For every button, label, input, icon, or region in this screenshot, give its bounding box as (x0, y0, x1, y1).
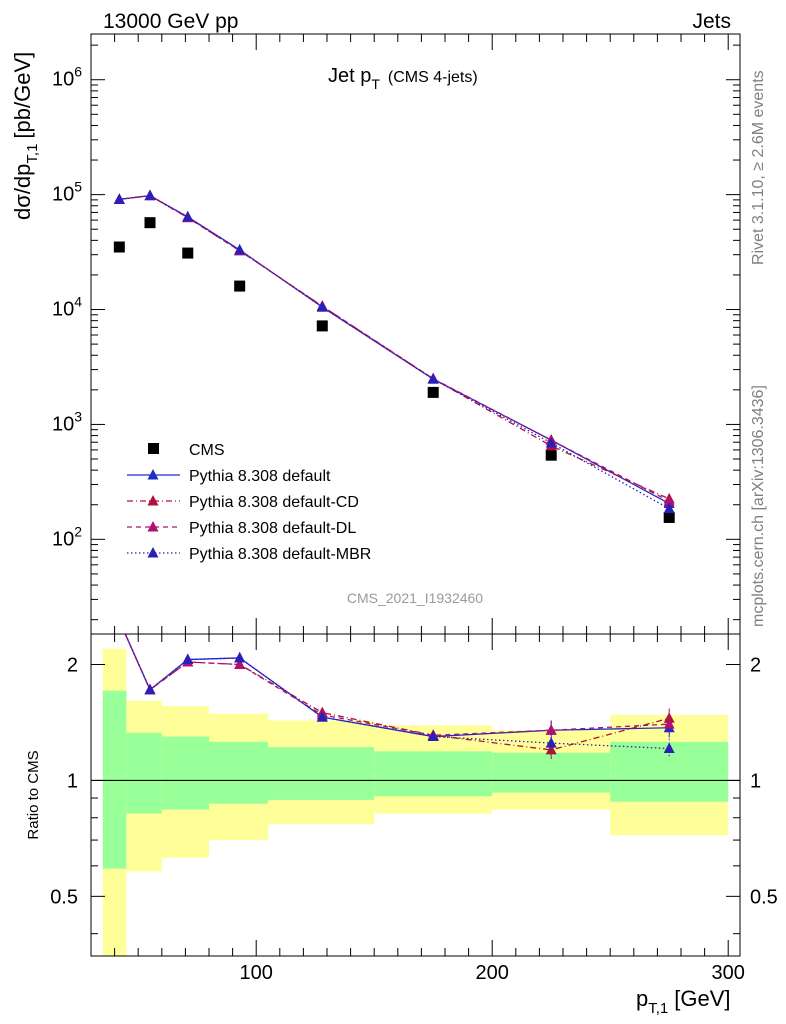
legend-marker (147, 521, 159, 532)
ratio-ylabel: Ratio to CMS (25, 750, 42, 839)
legend-label: CMS (189, 442, 225, 459)
cms-point (113, 241, 125, 253)
legend-marker (147, 547, 159, 558)
ratio-ytick-label-right: 0.5 (750, 886, 778, 908)
ratio-xlabel: pT,1 [GeV] (636, 986, 731, 1017)
ratio-point (114, 615, 125, 626)
ratio-point (545, 743, 557, 755)
ratio-frame (90, 633, 741, 957)
ratio-ytick-label-left: 0.5 (50, 886, 78, 908)
ratio-series-group (114, 615, 675, 760)
main-ytick-label: 106 (52, 64, 82, 91)
ratio-xtick-label: 300 (712, 962, 745, 984)
uncertainty-band-stat (209, 741, 268, 804)
legend-item: Pythia 8.308 default-DL (127, 520, 356, 537)
main-ytick-label: 105 (52, 179, 82, 206)
uncertainty-band-stat (374, 751, 493, 797)
main-ytick-label: 104 (52, 294, 82, 321)
cms-point (144, 217, 156, 229)
series-line (119, 194, 670, 502)
ratio-point (545, 724, 557, 735)
ratio-point (545, 737, 557, 748)
legend-label: Pythia 8.308 default-DL (189, 520, 356, 537)
legend-label: Pythia 8.308 default (189, 468, 331, 485)
cms-point (663, 511, 675, 523)
series-line (119, 194, 670, 510)
series-4 (113, 189, 675, 514)
uncertainty-band-stat (268, 747, 375, 800)
ratio-point (663, 718, 675, 729)
mcplots-label: mcplots.cern.ch [arXiv:1306.3436] (750, 385, 767, 627)
series-point (144, 189, 156, 201)
ratio-ytick-label-right: 1 (750, 770, 761, 792)
main-title: Jet pT (CMS 4-jets) (328, 65, 478, 92)
series-line (119, 194, 670, 500)
main-ytick-label: 102 (52, 523, 82, 550)
main-ytick-label: 103 (52, 408, 82, 435)
ratio-point (234, 658, 246, 669)
main-ylabel: dσ/dpT,1[pb/GeV] (10, 52, 41, 220)
ratio-xtick-label: 100 (240, 962, 273, 984)
series-point (113, 193, 125, 204)
ratio-point (427, 730, 439, 742)
cms-point (234, 280, 246, 292)
series-point (234, 243, 246, 255)
main-frame (90, 33, 741, 635)
series-0 (113, 217, 675, 523)
cms-point (427, 386, 439, 398)
legend-marker (147, 469, 159, 480)
cms-point (316, 320, 328, 332)
ratio-series-3 (114, 615, 675, 759)
legend-label: Pythia 8.308 default-CD (189, 494, 359, 511)
legend-item: Pythia 8.308 default-MBR (127, 546, 371, 563)
series-point (663, 495, 675, 506)
uncertainty-band-stat (492, 752, 611, 793)
legend-item: Pythia 8.308 default-CD (127, 494, 359, 511)
main-panel: 102 103 104 105 106 Jet pT (CMS 4-jets) CMS_2… (10, 33, 741, 635)
uncertainty-band-stat (102, 690, 127, 869)
ratio-point (234, 651, 246, 663)
cms-point (182, 247, 194, 259)
uncertainty-band-stat (126, 732, 162, 814)
series-1 (113, 189, 675, 509)
rivet-label: Rivet 3.1.10, ≥ 2.6M events (750, 70, 767, 265)
series-point (545, 436, 557, 448)
cms-point (545, 449, 557, 461)
header-left: 13000 GeV pp (103, 10, 238, 33)
ratio-line (124, 634, 670, 736)
ratio-xtick-label: 200 (476, 962, 509, 984)
series-point (182, 210, 194, 222)
ratio-line (124, 634, 670, 750)
uncertainty-band-stat (161, 736, 209, 810)
ratio-point (114, 615, 125, 626)
ratio-ytick-label-right: 2 (750, 654, 761, 676)
legend-item: Pythia 8.308 default (127, 468, 331, 485)
legend-item: CMS (148, 442, 225, 459)
legend-marker (147, 495, 159, 506)
series-point (316, 301, 328, 312)
header-right: Jets (692, 10, 731, 33)
ratio-point (663, 742, 675, 754)
ratio-point (114, 615, 125, 626)
ratio-point (182, 653, 194, 665)
ratio-panel: 0.5 0.5 1 1 2 2 100 200 300 Ratio to CMS pT,1 [Ge… (25, 615, 778, 1017)
legend: CMS Pythia 8.308 default Pythia 8.308 defa… (127, 442, 371, 563)
ratio-ytick-label-left: 2 (67, 654, 78, 676)
legend-label: Pythia 8.308 default-MBR (189, 546, 371, 563)
series-point (427, 373, 439, 384)
legend-marker (148, 443, 159, 454)
ratio-ytick-label-left: 1 (67, 770, 78, 792)
ratio-point (144, 683, 156, 695)
ratio-point (316, 711, 328, 722)
series-point (663, 502, 675, 514)
ratio-point (114, 615, 125, 626)
watermark: CMS_2021_I1932460 (347, 590, 483, 606)
